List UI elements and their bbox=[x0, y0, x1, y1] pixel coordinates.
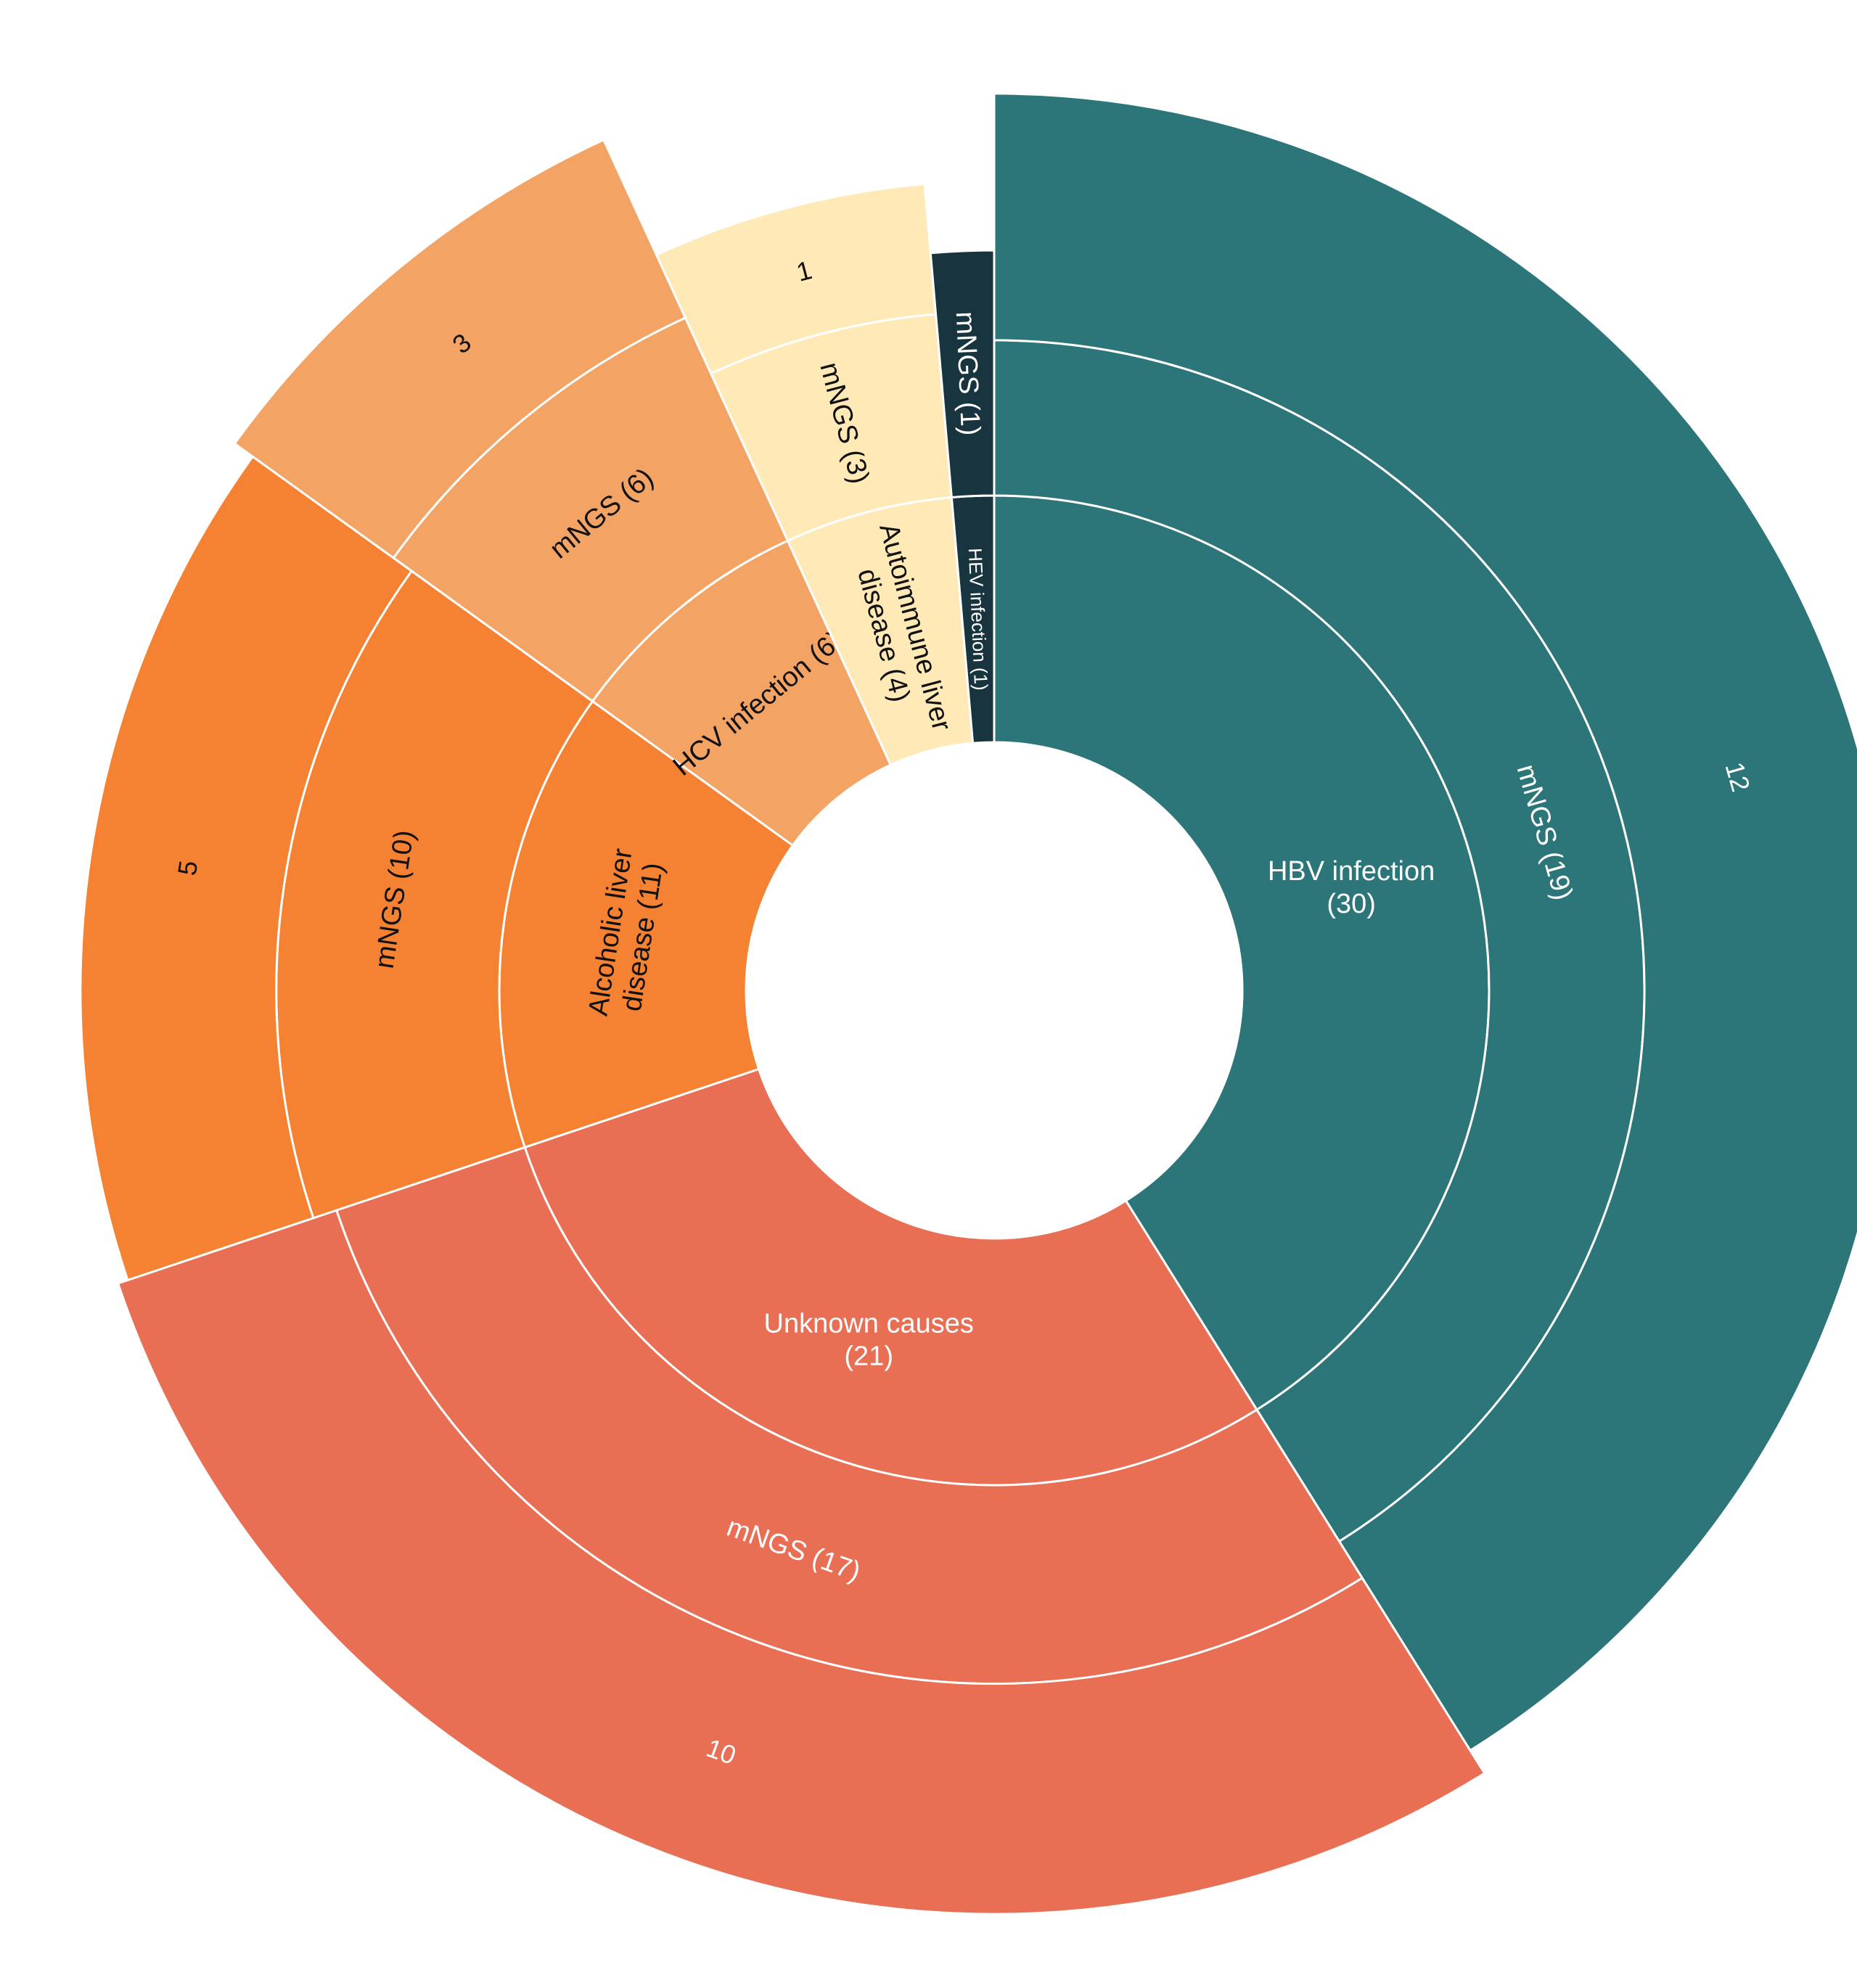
inner-label-hbv-infection-line-1: HBV infection bbox=[1268, 856, 1435, 887]
middle-slice-hev-infection bbox=[929, 249, 996, 499]
outer-slice-unknown-causes bbox=[116, 1209, 1486, 1915]
outer-slice-autoimmune-liver-disease bbox=[655, 183, 938, 375]
outer-slice-alcoholic-liver-disease bbox=[79, 455, 414, 1282]
middle-label-hev-infection-line-1: mNGS (1) bbox=[950, 311, 985, 436]
outer-slice-hbv-infection bbox=[993, 92, 1857, 1752]
inner-label-hbv-infection-line-2: (30) bbox=[1327, 889, 1376, 919]
inner-label-unknown-causes: Unknown causes(21) bbox=[763, 1309, 973, 1372]
outer-slice-hcv-infection bbox=[233, 138, 687, 560]
inner-label-unknown-causes-line-2: (21) bbox=[844, 1341, 893, 1371]
inner-label-hbv-infection: HBV infection(30) bbox=[1268, 856, 1435, 919]
inner-label-unknown-causes-line-1: Unknown causes bbox=[763, 1309, 973, 1339]
middle-label-hev-infection: mNGS (1) bbox=[950, 311, 985, 436]
